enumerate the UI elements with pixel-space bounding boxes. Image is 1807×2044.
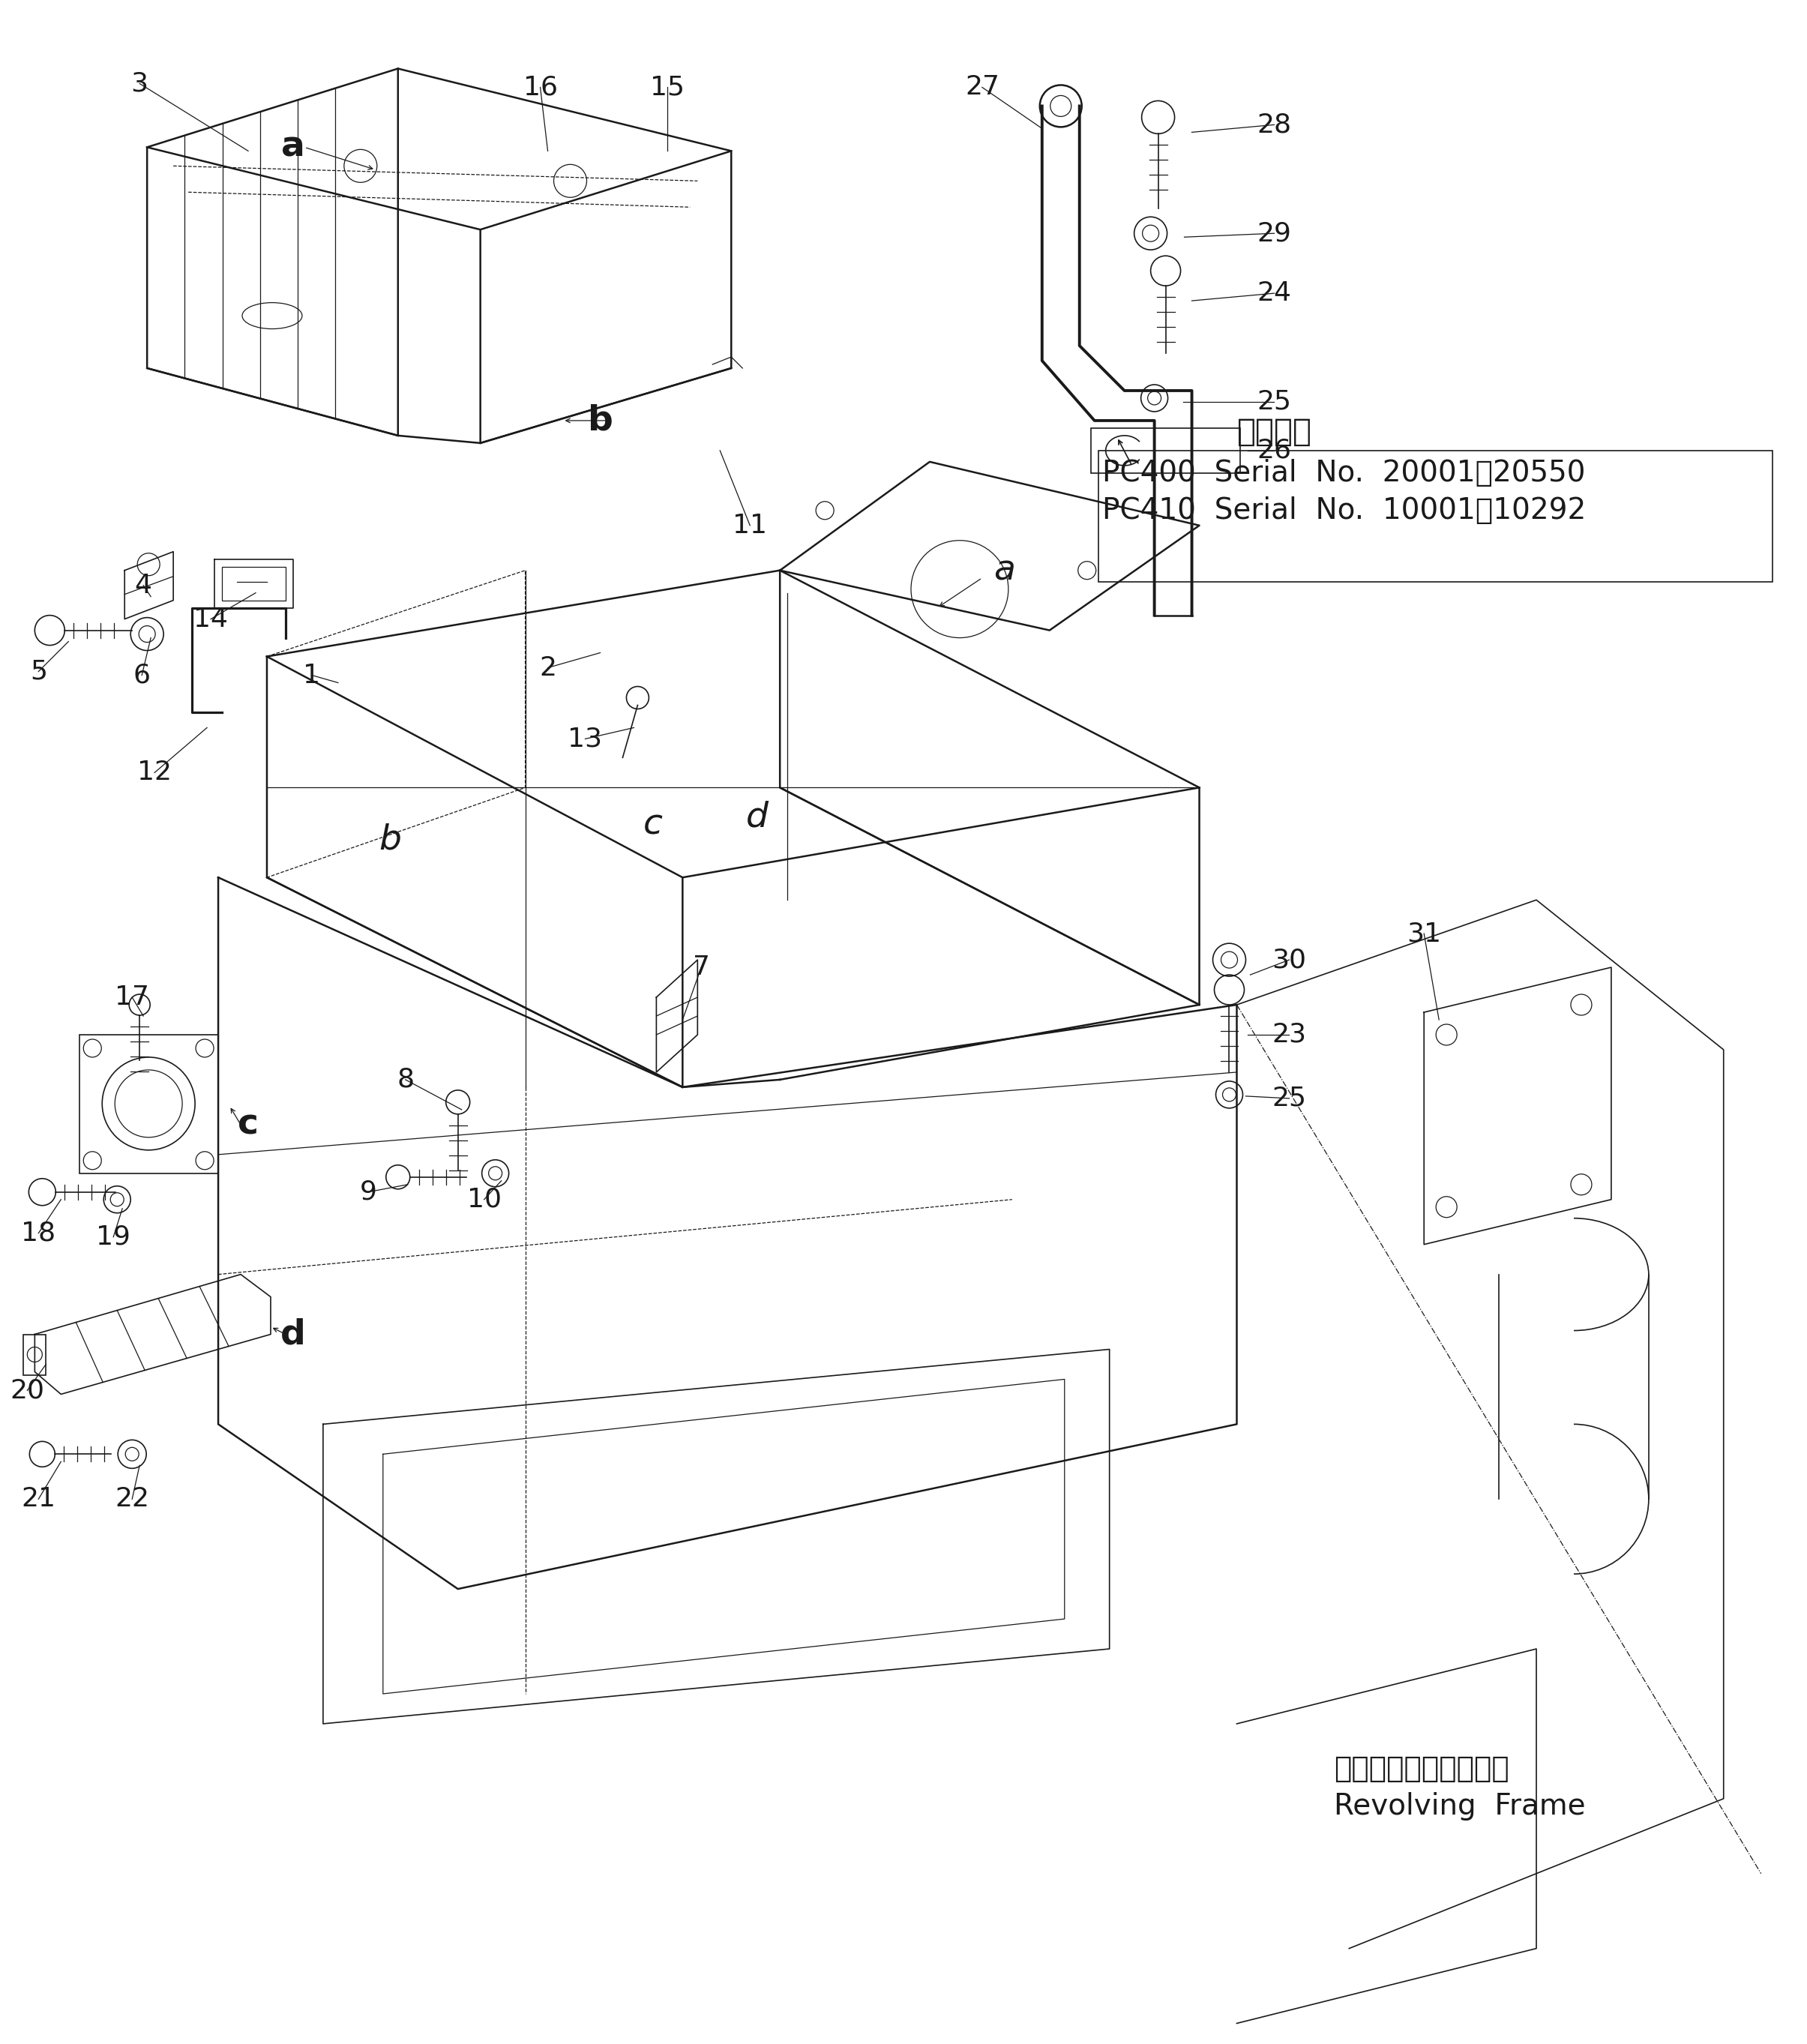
Text: PC410  Serial  No.  10001～10292: PC410 Serial No. 10001～10292 (1102, 497, 1587, 525)
Text: 17: 17 (116, 985, 150, 1010)
Text: 18: 18 (22, 1220, 56, 1247)
Bar (222, 566, 286, 601)
Text: d: d (280, 1318, 305, 1351)
Text: 15: 15 (651, 74, 685, 100)
Text: 1: 1 (304, 662, 320, 689)
Text: 3: 3 (130, 72, 148, 96)
Text: 4: 4 (136, 572, 152, 599)
Text: 5: 5 (31, 658, 47, 685)
Bar (1091, 427, 1241, 472)
Text: 27: 27 (965, 74, 999, 100)
Text: 25: 25 (1272, 1085, 1306, 1112)
Text: 11: 11 (732, 513, 768, 538)
Text: a: a (994, 554, 1016, 587)
Text: 25: 25 (1258, 388, 1292, 415)
Text: 8: 8 (398, 1067, 414, 1091)
Bar (80, 1034, 219, 1173)
Text: 23: 23 (1272, 1022, 1306, 1047)
Text: 20: 20 (11, 1378, 45, 1404)
Text: 28: 28 (1258, 112, 1292, 137)
Text: 29: 29 (1258, 221, 1292, 245)
Text: a: a (282, 131, 305, 164)
Bar (1099, 450, 1773, 583)
Text: 12: 12 (137, 760, 172, 785)
Text: PC400  Serial  No.  20001～20550: PC400 Serial No. 20001～20550 (1102, 458, 1585, 486)
Text: b: b (379, 824, 401, 856)
Text: 13: 13 (567, 726, 602, 752)
Text: 21: 21 (22, 1486, 56, 1513)
Text: c: c (239, 1108, 258, 1141)
Text: c: c (643, 807, 663, 842)
Text: Revolving  Frame: Revolving Frame (1334, 1793, 1587, 1821)
Text: 2: 2 (538, 654, 557, 681)
Text: 16: 16 (522, 74, 558, 100)
Bar (23, 1335, 45, 1376)
Text: 適用号機: 適用号機 (1236, 417, 1312, 448)
Text: 6: 6 (134, 662, 150, 689)
Text: レボルビングフレーム: レボルビングフレーム (1334, 1754, 1509, 1782)
Text: 31: 31 (1408, 922, 1442, 946)
Text: 7: 7 (692, 955, 710, 979)
Text: d: d (746, 801, 768, 834)
Text: 9: 9 (360, 1179, 376, 1204)
Text: 22: 22 (116, 1486, 150, 1513)
Text: 26: 26 (1258, 437, 1292, 464)
Text: 30: 30 (1272, 946, 1306, 973)
Text: 19: 19 (96, 1224, 130, 1249)
Text: 14: 14 (193, 607, 228, 632)
Text: b: b (587, 405, 613, 437)
Text: 10: 10 (466, 1188, 501, 1212)
Text: 24: 24 (1258, 280, 1292, 307)
